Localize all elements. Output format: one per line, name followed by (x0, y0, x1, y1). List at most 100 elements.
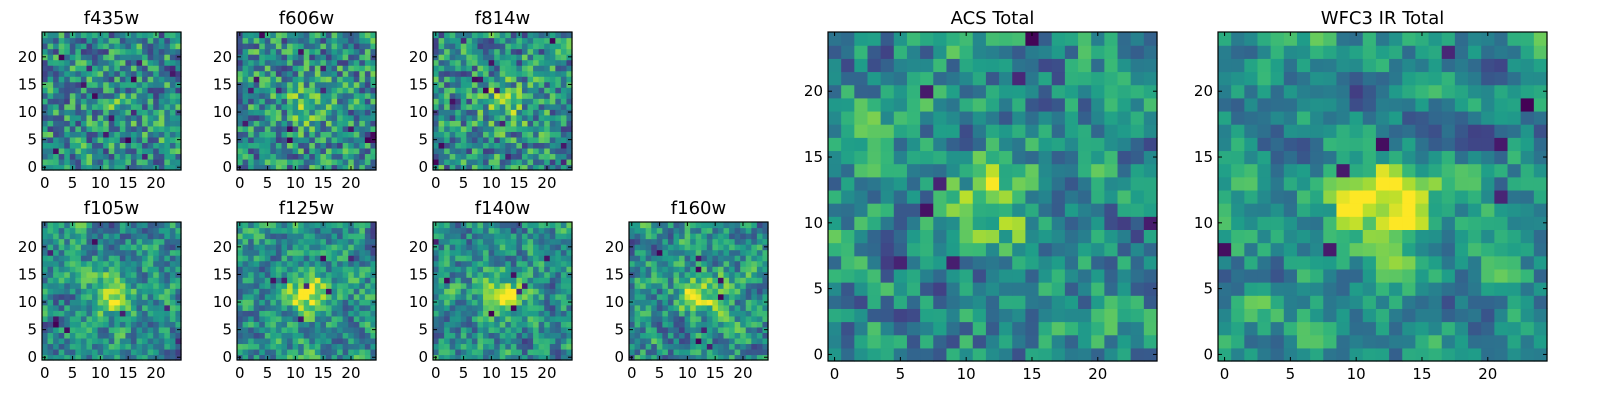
heatmap-cell (867, 163, 882, 178)
heatmap-cell (555, 43, 562, 50)
heatmap-cell (1078, 203, 1092, 217)
heatmap-cell (521, 255, 529, 262)
heatmap-cell (130, 266, 138, 273)
heatmap-cell (538, 337, 545, 345)
heatmap-cell (510, 131, 517, 138)
heatmap-cell (695, 222, 702, 229)
heatmap-cell (248, 54, 255, 61)
heatmap-cell (242, 266, 249, 273)
heatmap-cell (510, 76, 517, 83)
heatmap-cell (729, 299, 736, 306)
heatmap-cell (494, 109, 501, 116)
heatmap-cell (270, 277, 277, 284)
heatmap-cell (695, 260, 702, 267)
heatmap-cell (292, 310, 299, 317)
heatmap-cell (92, 98, 99, 105)
heatmap-cell (242, 337, 249, 345)
heatmap-cell (438, 59, 445, 66)
heatmap-cell (359, 233, 366, 240)
heatmap-cell (69, 87, 76, 94)
heatmap-cell (560, 244, 568, 251)
heatmap-cell (533, 92, 540, 99)
heatmap-cell (471, 65, 479, 72)
heatmap-cell (1078, 229, 1092, 244)
heatmap-cell (920, 176, 934, 191)
heatmap-cell (538, 37, 545, 44)
heatmap-cell (119, 37, 126, 44)
heatmap-cell (690, 227, 697, 234)
heatmap-cell (483, 158, 490, 166)
heatmap-cell (86, 288, 93, 295)
heatmap-cell (370, 65, 377, 72)
heatmap-cell (521, 43, 529, 50)
heatmap-cell (287, 293, 294, 300)
heatmap-cell (64, 103, 71, 110)
heatmap-cell (164, 293, 171, 300)
heatmap-cell (510, 293, 517, 300)
y-tick-label: 20 (213, 238, 232, 256)
heatmap-cell (527, 136, 534, 143)
heatmap-cell (555, 120, 562, 127)
heatmap-cell (292, 147, 299, 155)
heatmap-cell (734, 299, 741, 306)
heatmap-cell (359, 70, 366, 77)
heatmap-cell (499, 255, 506, 262)
heatmap-cell (325, 238, 333, 245)
heatmap-cell (337, 266, 344, 273)
heatmap-cell (253, 32, 260, 39)
heatmap-cell (499, 310, 506, 317)
heatmap-cell (645, 354, 652, 361)
heatmap-cell (499, 304, 506, 311)
heatmap-cell (370, 153, 377, 160)
heatmap-cell (483, 164, 490, 171)
heatmap-cell (125, 293, 132, 300)
heatmap-cell (516, 109, 523, 116)
heatmap-cell (253, 244, 260, 251)
y-tick-label: 20 (213, 48, 232, 66)
heatmap-cell (651, 337, 658, 345)
heatmap-cell (505, 271, 512, 278)
heatmap-cell (364, 354, 372, 361)
heatmap-cell (477, 348, 484, 356)
heatmap-cell (80, 222, 88, 229)
heatmap-cell (679, 227, 686, 234)
heatmap-cell (466, 98, 473, 105)
heatmap-cell (58, 43, 65, 50)
heatmap-cell (303, 288, 310, 295)
heatmap-cell (320, 299, 327, 306)
heatmap-cell (701, 266, 708, 273)
heatmap-cell (460, 48, 467, 55)
heatmap-cell (287, 288, 294, 295)
heatmap-cell (494, 98, 501, 105)
heatmap-cell (667, 348, 675, 356)
heatmap-cell (325, 48, 333, 55)
heatmap-cell (108, 332, 115, 339)
heatmap-cell (275, 158, 283, 166)
heatmap-cell (516, 125, 523, 132)
heatmap-cell (679, 233, 686, 240)
heatmap-cell (1012, 295, 1026, 309)
heatmap-cell (717, 348, 725, 356)
heatmap-cell (701, 332, 708, 339)
heatmap-cell (667, 288, 675, 295)
heatmap-cell (494, 227, 501, 234)
heatmap-cell (275, 48, 283, 55)
heatmap-cell (237, 337, 244, 345)
heatmap-cell (130, 326, 138, 333)
heatmap-cell (64, 81, 71, 88)
heatmap-cell (53, 98, 60, 105)
heatmap-cell (695, 271, 702, 278)
heatmap-cell (499, 109, 506, 116)
heatmap-cell (999, 242, 1013, 257)
heatmap-cell (298, 255, 305, 262)
heatmap-cell (972, 255, 987, 270)
heatmap-cell (248, 321, 255, 328)
heatmap-cell (438, 48, 445, 55)
heatmap-cell (281, 59, 288, 66)
heatmap-cell (158, 98, 165, 105)
heatmap-cell (281, 70, 288, 77)
heatmap-cell (92, 59, 99, 66)
heatmap-cell (488, 147, 495, 155)
heatmap-cell (488, 343, 495, 350)
heatmap-cell (119, 109, 126, 116)
